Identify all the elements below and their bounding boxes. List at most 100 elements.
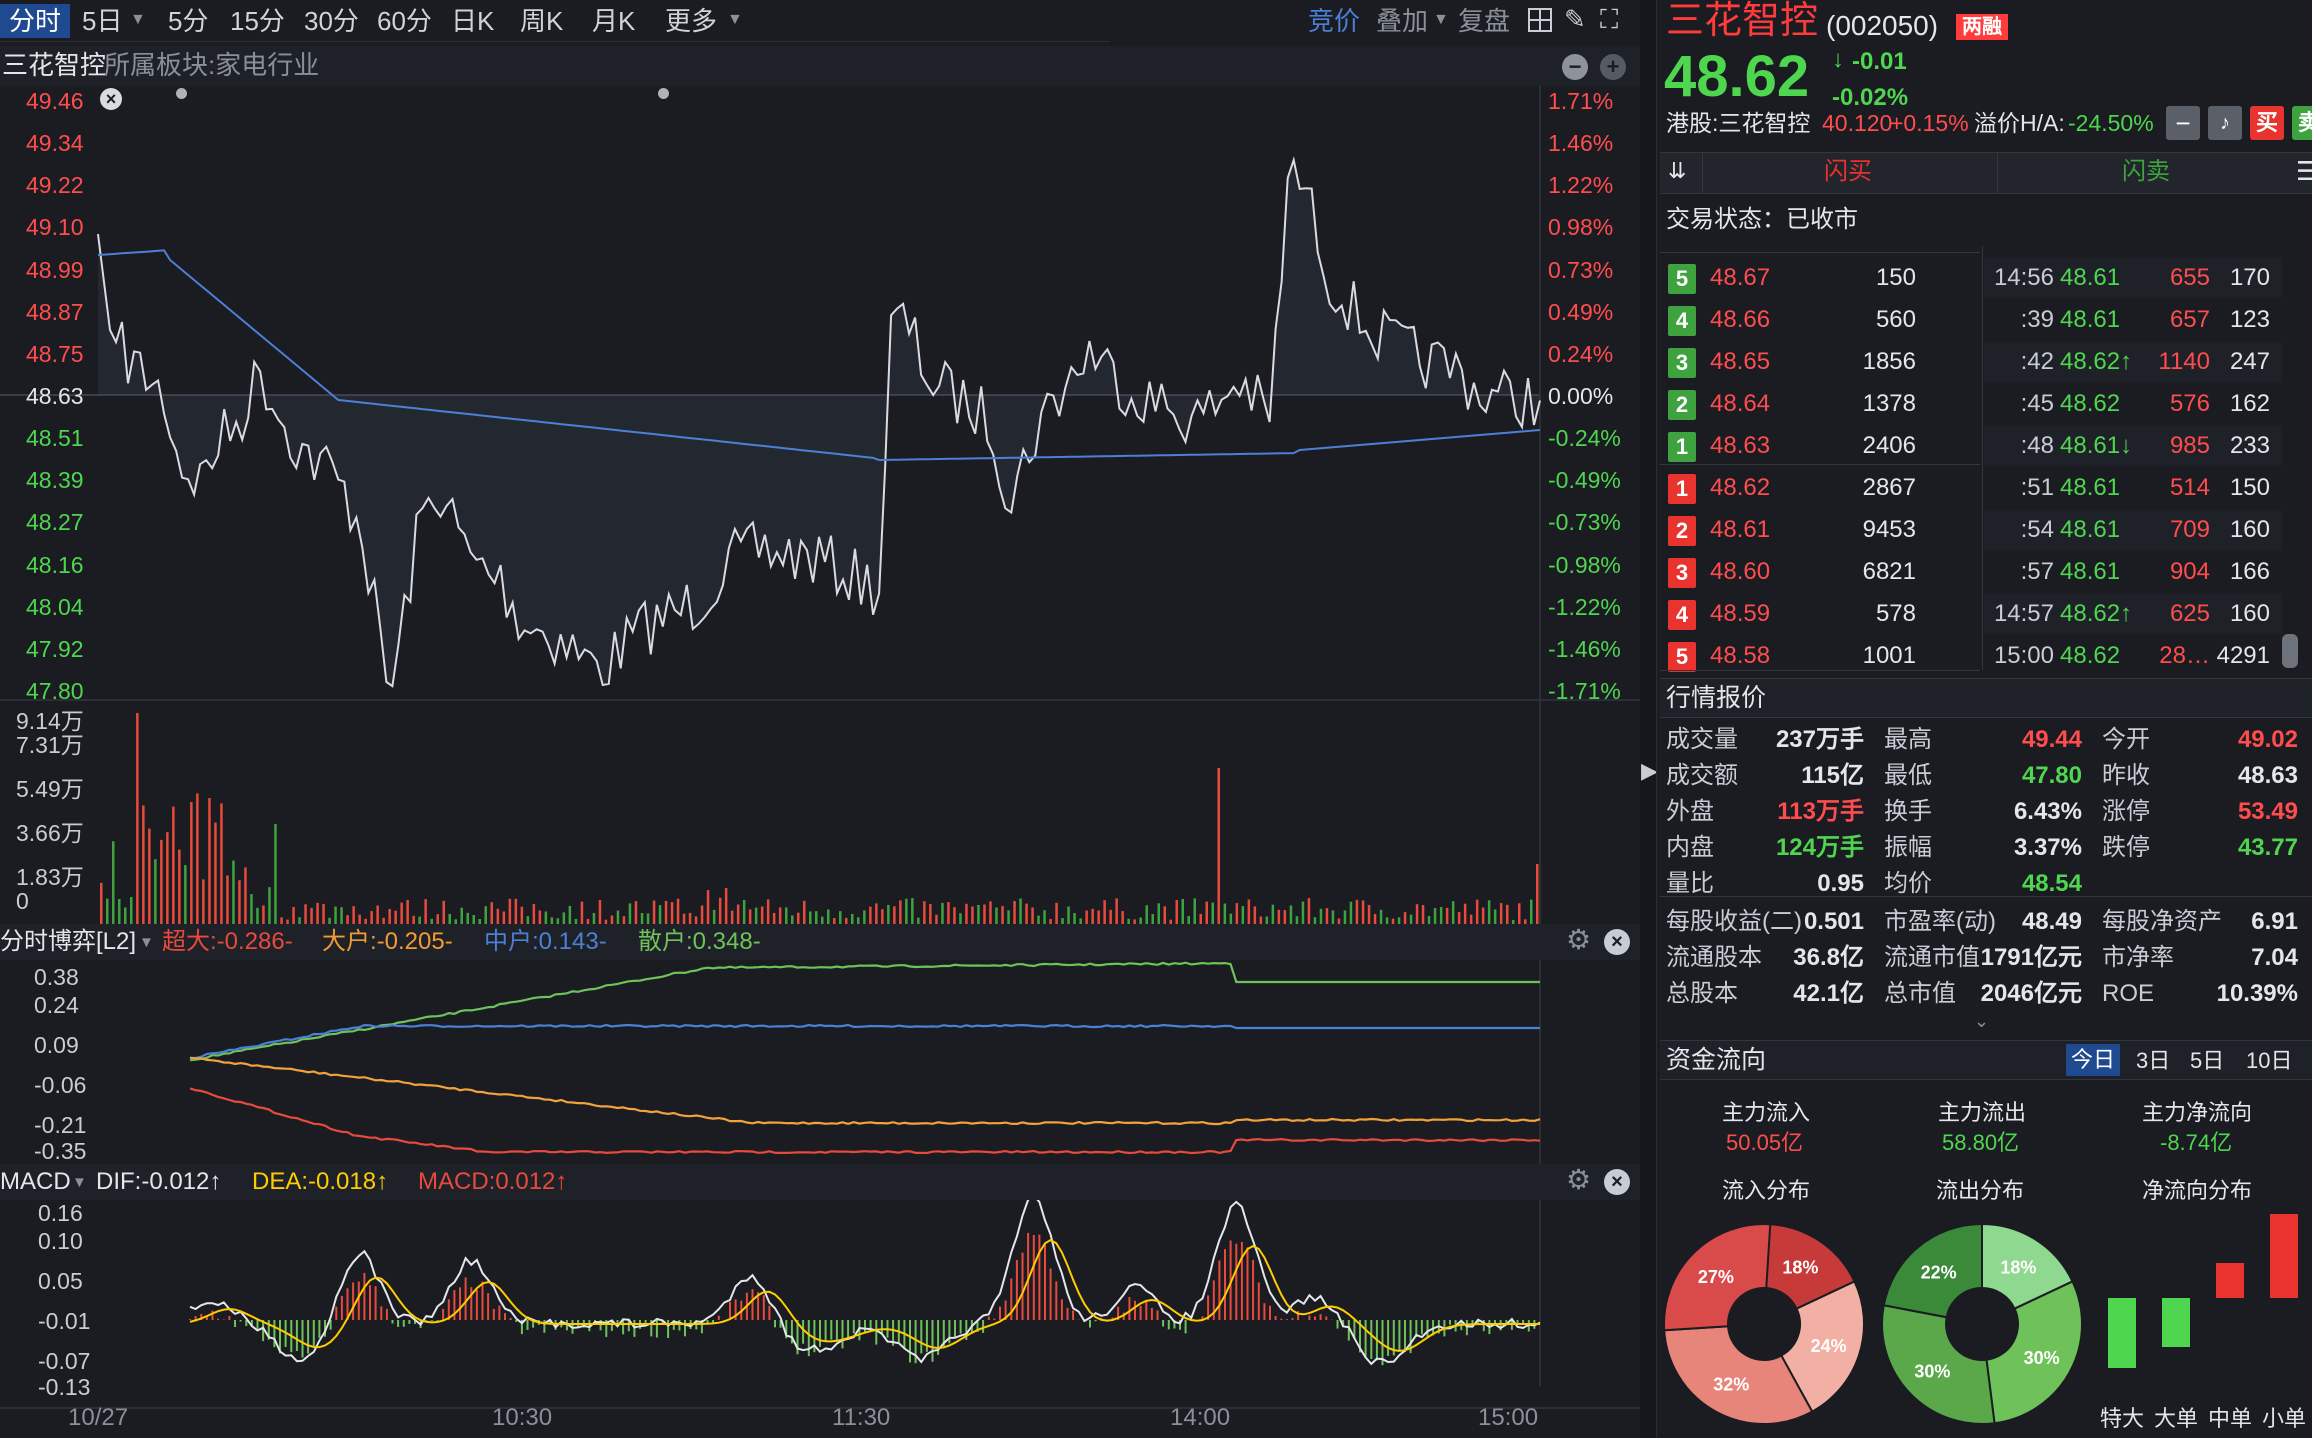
flow-charts: 18% 24% 32% 27% 18% 30% 30% 22% 特大 大单 中单 小单 xyxy=(1663,1214,2306,1431)
volume-bar xyxy=(304,904,307,928)
order-volume: 1378 xyxy=(1862,390,1916,417)
tab-60min[interactable]: 60分 xyxy=(377,6,432,36)
volume-bar xyxy=(1403,912,1407,928)
volume-bar xyxy=(1085,910,1088,928)
pct-tick: 0.98% xyxy=(1548,214,1614,241)
flash-buy-button[interactable] xyxy=(1702,152,1998,194)
quote-label: 市盈率(动) xyxy=(1884,908,1996,935)
period-today[interactable]: 今日 xyxy=(2066,1044,2120,1076)
price-area xyxy=(98,160,1540,687)
tab-30min[interactable]: 30分 xyxy=(304,6,359,36)
bell-icon[interactable]: ♪ xyxy=(2208,106,2242,140)
period-5d[interactable]: 5日 xyxy=(2190,1048,2225,1073)
volume-bar xyxy=(1169,919,1172,928)
buy-button[interactable]: 买 xyxy=(2250,106,2284,140)
flash-trade-bar xyxy=(1660,152,2312,194)
fullscreen-icon[interactable]: ⛶ xyxy=(1600,4,1619,34)
bidding-button[interactable]: 竞价 xyxy=(1308,6,1361,36)
volume-bar xyxy=(1031,907,1034,928)
tick-price: 48.62 xyxy=(2060,390,2121,417)
pct-tick: -1.71% xyxy=(1548,678,1621,704)
tick-time: :42 xyxy=(2020,348,2054,375)
inflow-pct: 18% xyxy=(1782,1258,1818,1278)
order-volume: 560 xyxy=(1875,306,1916,333)
tab-monthly[interactable]: 月K xyxy=(592,6,636,36)
quote-value: 49.02 xyxy=(2237,726,2298,753)
game-tick: -0.06 xyxy=(34,1072,87,1098)
volume-bar xyxy=(887,904,890,928)
volume-bar xyxy=(406,900,409,928)
order-volume: 9453 xyxy=(1862,516,1916,543)
quote-label: 振幅 xyxy=(1884,834,1932,861)
volume-bar xyxy=(106,898,109,928)
tab-weekly[interactable]: 周K xyxy=(520,6,564,36)
flash-sell-button[interactable]: 闪卖 xyxy=(2122,158,2170,185)
volume-bar xyxy=(1079,918,1082,928)
quote-label: 换手 xyxy=(1884,798,1932,825)
gear-icon[interactable]: ⚙ xyxy=(1566,924,1592,955)
quote-value: 237万手 xyxy=(1775,726,1864,753)
divider xyxy=(1660,896,2312,897)
tab-15min[interactable]: 15分 xyxy=(230,6,285,36)
gear-icon[interactable]: ⚙ xyxy=(1566,1164,1592,1195)
game-mid: 中户:0.143- xyxy=(484,928,607,955)
overlay-button[interactable]: 叠加 xyxy=(1376,6,1429,36)
sell-button[interactable]: 卖 xyxy=(2292,106,2312,140)
quote-value: 10.39% xyxy=(2216,980,2298,1007)
period-10d[interactable]: 10日 xyxy=(2246,1048,2293,1073)
volume-bar xyxy=(694,916,698,928)
tab-daily[interactable]: 日K xyxy=(451,6,495,36)
plus-icon[interactable]: + xyxy=(1600,54,1626,80)
quote-label: 跌停 xyxy=(2102,834,2150,861)
volume-bar xyxy=(766,899,770,928)
premium-value: -24.50% xyxy=(2068,110,2154,136)
volume-bar xyxy=(1367,905,1371,928)
volume-bar xyxy=(130,897,133,928)
volume-bar xyxy=(1289,905,1293,928)
volume-bar xyxy=(580,901,584,928)
tab-more[interactable]: 更多 xyxy=(665,6,718,36)
volume-bar xyxy=(268,887,271,928)
volume-bar xyxy=(1235,903,1239,928)
tab-5day[interactable]: 5日 xyxy=(82,6,123,36)
volume-bar xyxy=(863,910,866,928)
outflow-pct: 22% xyxy=(1921,1263,1957,1283)
collapse-icon[interactable]: ⇊ xyxy=(1668,158,1687,183)
volume-bar xyxy=(1253,906,1257,928)
expand-icon[interactable]: ⌄ xyxy=(1974,1011,1990,1031)
volume-bar xyxy=(748,909,752,928)
chart-canvas[interactable] xyxy=(0,86,1640,1438)
volume-bar xyxy=(1331,910,1335,928)
volume-bar xyxy=(815,911,818,928)
period-3d[interactable]: 3日 xyxy=(2136,1048,2171,1073)
grid-icon[interactable] xyxy=(1528,8,1552,32)
volume-bar xyxy=(574,918,578,928)
volume-bar xyxy=(1217,768,1220,928)
volume-bar xyxy=(358,914,361,928)
price-tick: 48.63 xyxy=(26,383,84,409)
tick-scrollbar[interactable] xyxy=(2282,634,2298,668)
volume-tick: 5.49万 xyxy=(16,776,84,802)
volume-bar xyxy=(923,901,926,928)
pct-tick: -0.24% xyxy=(1548,425,1621,452)
volume-bar xyxy=(418,916,421,928)
quote-label: 涨停 xyxy=(2102,798,2150,825)
quote-value: 43.77 xyxy=(2237,834,2298,861)
close-icon[interactable]: × xyxy=(1604,1169,1630,1195)
quote-label: 昨收 xyxy=(2102,762,2150,789)
tab-intraday[interactable]: 分时 xyxy=(0,4,70,38)
menu-icon[interactable]: ☰ xyxy=(2296,156,2312,186)
collapse-arrow-icon[interactable]: ▶ xyxy=(1641,758,1658,783)
tick-time: 14:56 xyxy=(1993,264,2054,291)
pen-icon[interactable]: ✎ xyxy=(1564,4,1586,34)
quote-value: 0.95 xyxy=(1817,870,1864,897)
restore-button[interactable]: 复盘 xyxy=(1458,6,1511,36)
minus-watch-icon[interactable]: − xyxy=(2166,106,2200,140)
flash-buy-label: 闪买 xyxy=(1824,158,1872,185)
tab-5min[interactable]: 5分 xyxy=(168,6,209,36)
close-icon[interactable]: × xyxy=(1604,929,1630,955)
close-icon[interactable]: × xyxy=(100,88,122,110)
minus-icon[interactable]: − xyxy=(1562,54,1588,80)
volume-bar xyxy=(376,905,379,928)
volume-bar xyxy=(821,916,824,928)
